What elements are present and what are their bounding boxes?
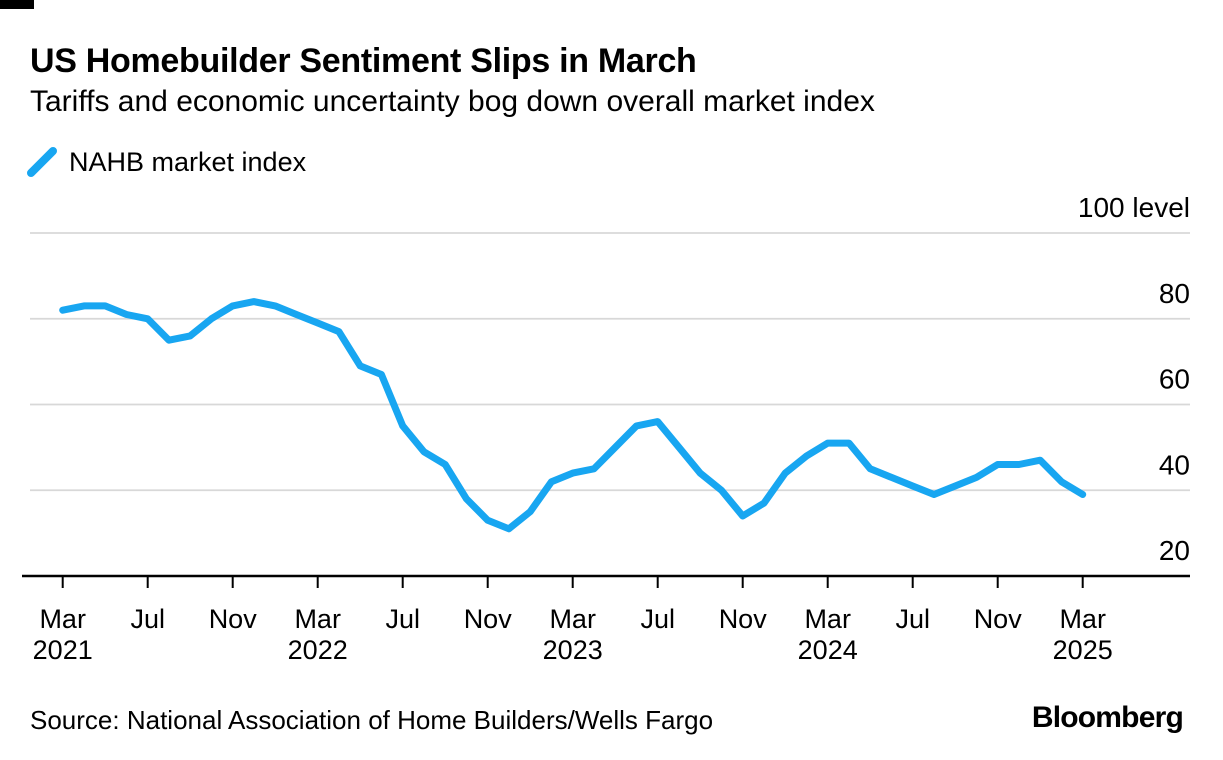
x-tick-label-month: Mar [804, 604, 851, 634]
x-tick-label-month: Jul [385, 604, 420, 634]
x-tick-label-month: Nov [974, 604, 1023, 634]
x-tick-label-year: 2021 [33, 635, 93, 665]
x-tick-label-month: Nov [464, 604, 513, 634]
bloomberg-corner-bar [0, 0, 34, 9]
y-tick-label: 40 [1159, 449, 1190, 480]
axis-group [22, 574, 1190, 588]
legend: NAHB market index [26, 146, 306, 178]
x-tick-label-month: Mar [1059, 604, 1106, 634]
x-tick-label-month: Jul [895, 604, 930, 634]
source-note: Source: National Association of Home Bui… [30, 705, 714, 735]
x-tick-label-year: 2025 [1053, 635, 1113, 665]
chart-title: US Homebuilder Sentiment Slips in March [30, 42, 697, 80]
x-tick-label-year: 2024 [798, 635, 858, 665]
x-tick-label-month: Jul [130, 604, 165, 634]
bloomberg-logo: Bloomberg [1031, 701, 1184, 734]
x-tick-label-year: 2023 [543, 635, 603, 665]
legend-slash-icon [27, 147, 57, 177]
y-tick-label: 80 [1159, 278, 1190, 309]
y-tick-label: 60 [1159, 364, 1190, 395]
x-tick-label-month: Mar [549, 604, 596, 634]
series-line [59, 298, 1087, 533]
chart-subtitle: Tariffs and economic uncertainty bog dow… [30, 85, 875, 118]
x-tick-label-year: 2022 [288, 635, 348, 665]
y-axis-unit-label: 100 level [1078, 192, 1190, 223]
legend-swatch-line [27, 147, 57, 177]
x-tick-label-month: Mar [39, 604, 86, 634]
x-tick-label-month: Jul [640, 604, 675, 634]
x-tick-label-month: Nov [209, 604, 258, 634]
y-tick-label: 20 [1159, 535, 1190, 566]
gridlines-group [30, 232, 1190, 492]
x-tick-label-month: Nov [719, 604, 768, 634]
x-tick-label-month: Mar [294, 604, 341, 634]
legend-label: NAHB market index [69, 146, 307, 177]
